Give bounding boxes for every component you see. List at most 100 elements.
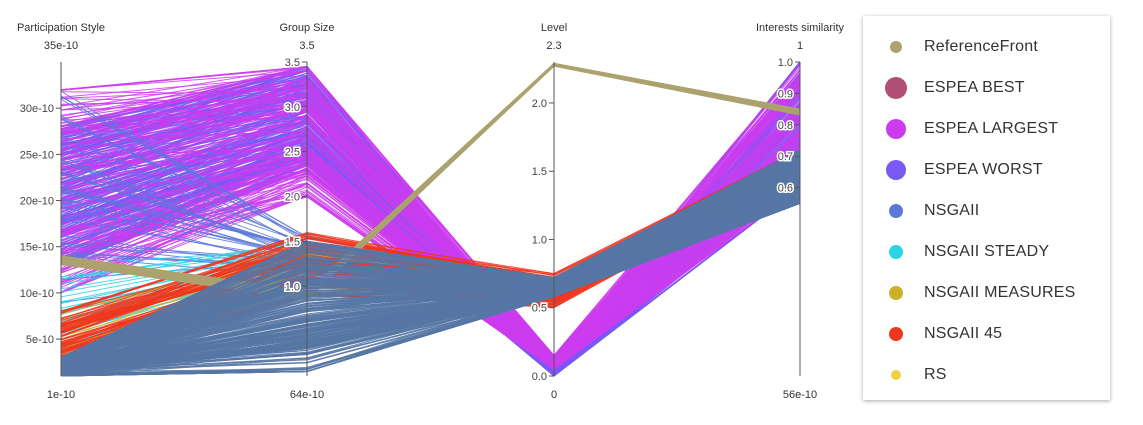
legend-item-nsgaii[interactable]: NSGAII: [863, 190, 1110, 231]
axis-range-max[interactable]: 3.5: [299, 40, 314, 52]
dominant-band-line: [60, 182, 801, 370]
dominant-band-line: [60, 188, 801, 369]
legend-item-rs[interactable]: RS: [863, 354, 1110, 395]
espea-largest-line: [60, 64, 801, 357]
axis-tick-label: 15e-10: [20, 242, 54, 254]
polyline-layer: [60, 61, 801, 377]
axis-range-min[interactable]: 0: [551, 389, 557, 401]
legend-label: NSGAII 45: [924, 324, 1003, 342]
dominant-band-line: [60, 186, 801, 374]
axis-range-min[interactable]: 64e-10: [290, 389, 324, 401]
legend-marker-icon: [876, 118, 916, 139]
axis-tick-label: 30e-10: [20, 103, 54, 115]
dominant-band-line: [60, 179, 801, 365]
parallel-coordinates-chart: Participation Style 35e-10 1e-10 5e-10 10e-1…: [17, 22, 845, 401]
dominant-band-line: [60, 201, 801, 376]
axis-tick-label: 0.0: [532, 371, 547, 383]
legend-dot-icon: [886, 118, 906, 139]
axis-tick-label: 1.0: [285, 281, 300, 293]
legend-label: ESPEA BEST: [924, 78, 1025, 96]
legend-marker-icon: [876, 159, 916, 180]
legend-marker-icon: [876, 40, 916, 53]
axis-range-min[interactable]: 1e-10: [47, 389, 75, 401]
axis-participation-style[interactable]: Participation Style 35e-10 1e-10 5e-10 10e-1…: [17, 22, 105, 401]
legend-dot-icon: [889, 203, 903, 218]
axis-tick-label: 0.6: [778, 183, 793, 195]
axis-tick-label: 1.0: [532, 234, 547, 246]
dominant-band-line: [60, 181, 801, 372]
legend-marker-icon: [876, 326, 916, 341]
legend-dot-icon: [890, 40, 902, 53]
axis-tick-label: 1.0: [778, 57, 793, 69]
axis-range-max[interactable]: 1: [797, 40, 803, 52]
legend-label: ReferenceFront: [924, 37, 1038, 55]
legend-item-espea-best[interactable]: ESPEA BEST: [863, 67, 1110, 108]
dominant-band-line: [60, 160, 801, 358]
dominant-band-line: [60, 188, 801, 373]
referencefront-line: [60, 65, 801, 298]
legend-item-referencefront[interactable]: ReferenceFront: [863, 26, 1110, 67]
legend-item-nsgaii-measures[interactable]: NSGAII MEASURES: [863, 272, 1110, 313]
legend-label: RS: [924, 365, 947, 383]
referencefront-line: [60, 63, 801, 292]
axis-tick-label: 2.0: [532, 98, 547, 110]
axis-tick-label: 0.7: [778, 151, 793, 163]
axis-range-min[interactable]: 56e-10: [783, 389, 817, 401]
dominant-band-line: [60, 177, 801, 369]
legend-marker-icon: [876, 285, 916, 300]
axis-tick-label: 20e-10: [20, 196, 54, 208]
legend-item-nsgaii-45[interactable]: NSGAII 45: [863, 313, 1110, 354]
legend-label: ESPEA WORST: [924, 160, 1043, 178]
dominant-band-line: [60, 198, 801, 373]
legend-marker-icon: [876, 369, 916, 380]
axis-tick-label: 0.9: [778, 88, 793, 100]
legend-item-nsgaii-steady[interactable]: NSGAII STEADY: [863, 231, 1110, 272]
referencefront-line: [60, 64, 801, 297]
dominant-band-line: [60, 162, 801, 362]
axis-level[interactable]: Level 2.3 0 0.0 0.5 1.0 1.5 2.0: [530, 22, 567, 401]
axis-tick-label: 0.8: [778, 120, 793, 132]
legend-marker-icon: [876, 203, 916, 218]
axis-tick-label: 3.5: [285, 57, 300, 69]
dominant-band-line: [60, 194, 801, 375]
axis-interests-similarity[interactable]: Interests similarity 1 56e-10 0.6 0.7 0.8 0.9 1…: [756, 22, 845, 401]
dominant-band-line: [60, 176, 801, 371]
axis-range-max[interactable]: 2.3: [546, 40, 561, 52]
legend-item-espea-largest[interactable]: ESPEA LARGEST: [863, 108, 1110, 149]
dominant-band-line: [60, 164, 801, 366]
axis-title[interactable]: Group Size: [279, 22, 334, 34]
legend-marker-icon: [876, 76, 916, 99]
axis-title[interactable]: Participation Style: [17, 22, 105, 34]
legend-item-espea-worst[interactable]: ESPEA WORST: [863, 149, 1110, 190]
dominant-band-line: [60, 199, 801, 373]
dominant-band-line: [60, 197, 801, 371]
dominant-band-line: [60, 169, 801, 365]
legend-dot-icon: [889, 326, 903, 341]
legend-dot-icon: [885, 76, 907, 99]
axis-tick-label: 2.5: [285, 147, 300, 159]
legend-label: NSGAII MEASURES: [924, 283, 1076, 301]
legend-dot-icon: [891, 369, 901, 380]
axis-range-max[interactable]: 35e-10: [44, 40, 78, 52]
axis-tick-label: 0.5: [532, 303, 547, 315]
axis-title[interactable]: Interests similarity: [756, 22, 845, 34]
axis-tick-label: 5e-10: [26, 334, 54, 346]
axis-tick-label: 3.0: [285, 102, 300, 114]
axis-tick-label: 1.5: [532, 166, 547, 178]
axis-title[interactable]: Level: [541, 22, 567, 34]
dominant-band-line: [60, 158, 801, 358]
referencefront-line: [60, 63, 801, 295]
legend: ReferenceFront ESPEA BEST ESPEA LARGEST ESP…: [863, 16, 1110, 400]
legend-dot-icon: [889, 244, 903, 259]
axis-tick-label: 10e-10: [20, 288, 54, 300]
axis-tick-label: 1.5: [285, 236, 300, 248]
axis-group-size[interactable]: Group Size 3.5 64e-10 1.0 1.5 2.0 2.5 3.0 3.5: [279, 22, 334, 401]
axis-tick-label: 2.0: [285, 192, 300, 204]
axis-tick-label: 25e-10: [20, 149, 54, 161]
legend-marker-icon: [876, 244, 916, 259]
legend-label: NSGAII: [924, 201, 980, 219]
axes-layer[interactable]: Participation Style 35e-10 1e-10 5e-10 10e-1…: [17, 22, 845, 401]
dominant-band-line: [60, 153, 801, 362]
legend-dot-icon: [889, 285, 903, 300]
legend-dot-icon: [886, 159, 906, 180]
